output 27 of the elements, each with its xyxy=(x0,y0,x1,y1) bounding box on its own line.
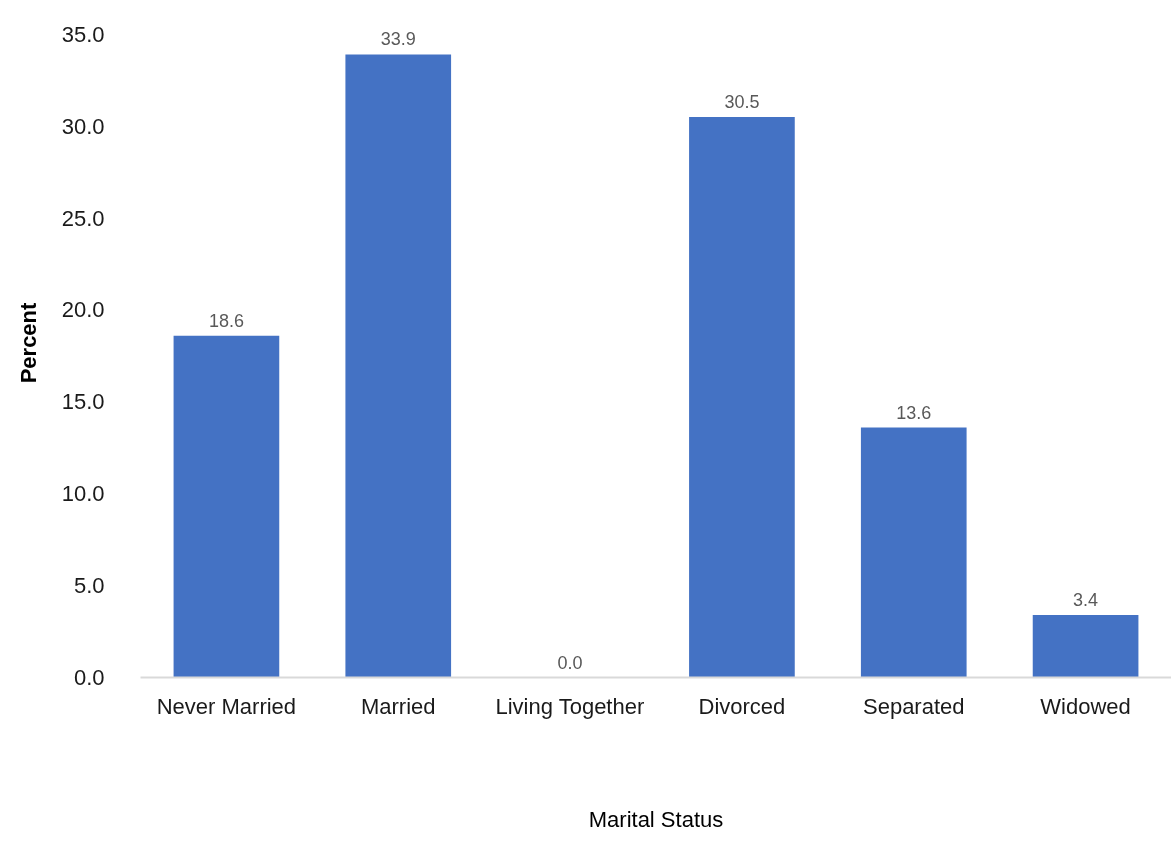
y-tick-label: 5.0 xyxy=(73,573,105,599)
data-label: 30.5 xyxy=(724,91,760,112)
y-tick-label: 10.0 xyxy=(61,481,105,507)
bar xyxy=(689,116,795,678)
bar xyxy=(173,335,280,678)
bar xyxy=(860,427,967,678)
y-tick-label: 15.0 xyxy=(61,389,105,415)
x-axis-title: Marital Status xyxy=(588,806,724,832)
bar xyxy=(1032,615,1139,678)
y-axis-title: Percent xyxy=(15,301,41,384)
data-label: 33.9 xyxy=(380,29,416,50)
x-tick-label: Separated xyxy=(862,693,965,719)
y-tick-label: 35.0 xyxy=(61,21,105,47)
y-tick-label: 0.0 xyxy=(73,665,105,690)
data-label: 13.6 xyxy=(896,402,932,423)
x-tick-label: Widowed xyxy=(1040,693,1131,719)
data-label: 3.4 xyxy=(1073,590,1099,611)
y-tick-label: 25.0 xyxy=(61,205,105,231)
y-tick-label: 20.0 xyxy=(61,297,105,323)
y-tick-label: 30.0 xyxy=(61,113,105,139)
x-tick-label: Divorced xyxy=(698,693,786,719)
x-tick-label: Married xyxy=(360,693,436,719)
data-label: 0.0 xyxy=(557,652,583,673)
x-tick-label: Never Married xyxy=(156,693,297,719)
data-label: 18.6 xyxy=(208,310,244,331)
bar xyxy=(345,54,452,678)
x-tick-label: Living Together xyxy=(495,693,645,719)
